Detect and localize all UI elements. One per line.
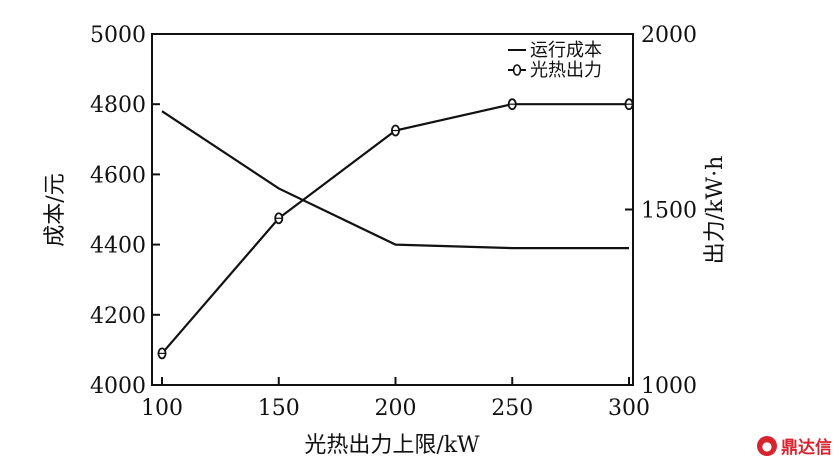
plot-frame [151,33,634,386]
series-line-output [161,103,629,355]
left-tick-label: 4800 [90,93,146,118]
watermark-text: 鼎达信 [781,438,832,458]
x-tick-label: 100 [141,396,183,421]
series-line-cost [161,110,629,250]
right-y-axis-title: 出力/kW·h [703,156,728,265]
x-tick-label: 150 [258,396,300,421]
left-tick-label: 4200 [90,304,146,329]
right-tick-label: 2000 [641,23,697,48]
legend-label: 运行成本 [530,40,602,61]
series-layer [157,98,634,360]
right-tick-label: 1500 [641,199,697,224]
legend-label: 光热出力 [530,60,602,81]
plot-border [151,33,634,386]
left-tick-label: 4600 [90,163,146,188]
legend-marker [512,64,522,76]
x-tick-label: 300 [608,396,650,421]
x-axis: 100 150 200 250 300 [141,377,650,421]
left-tick-label: 4000 [90,374,146,399]
x-axis-title: 光热出力上限/kW [304,433,480,458]
left-tick-label: 5000 [90,23,146,48]
x-tick-label: 200 [375,396,417,421]
right-y-axis: 1000 1500 2000 [625,23,697,399]
chat-bubble-logo-icon: ● [757,435,777,456]
right-tick-label: 1000 [641,374,697,399]
left-y-axis-title: 成本/元 [43,173,68,246]
left-y-axis: 4000 4200 4400 4600 4800 5000 [90,23,160,399]
watermark: ● 鼎达信 [757,433,832,458]
left-tick-label: 4400 [90,234,146,259]
x-tick-label: 250 [491,396,533,421]
